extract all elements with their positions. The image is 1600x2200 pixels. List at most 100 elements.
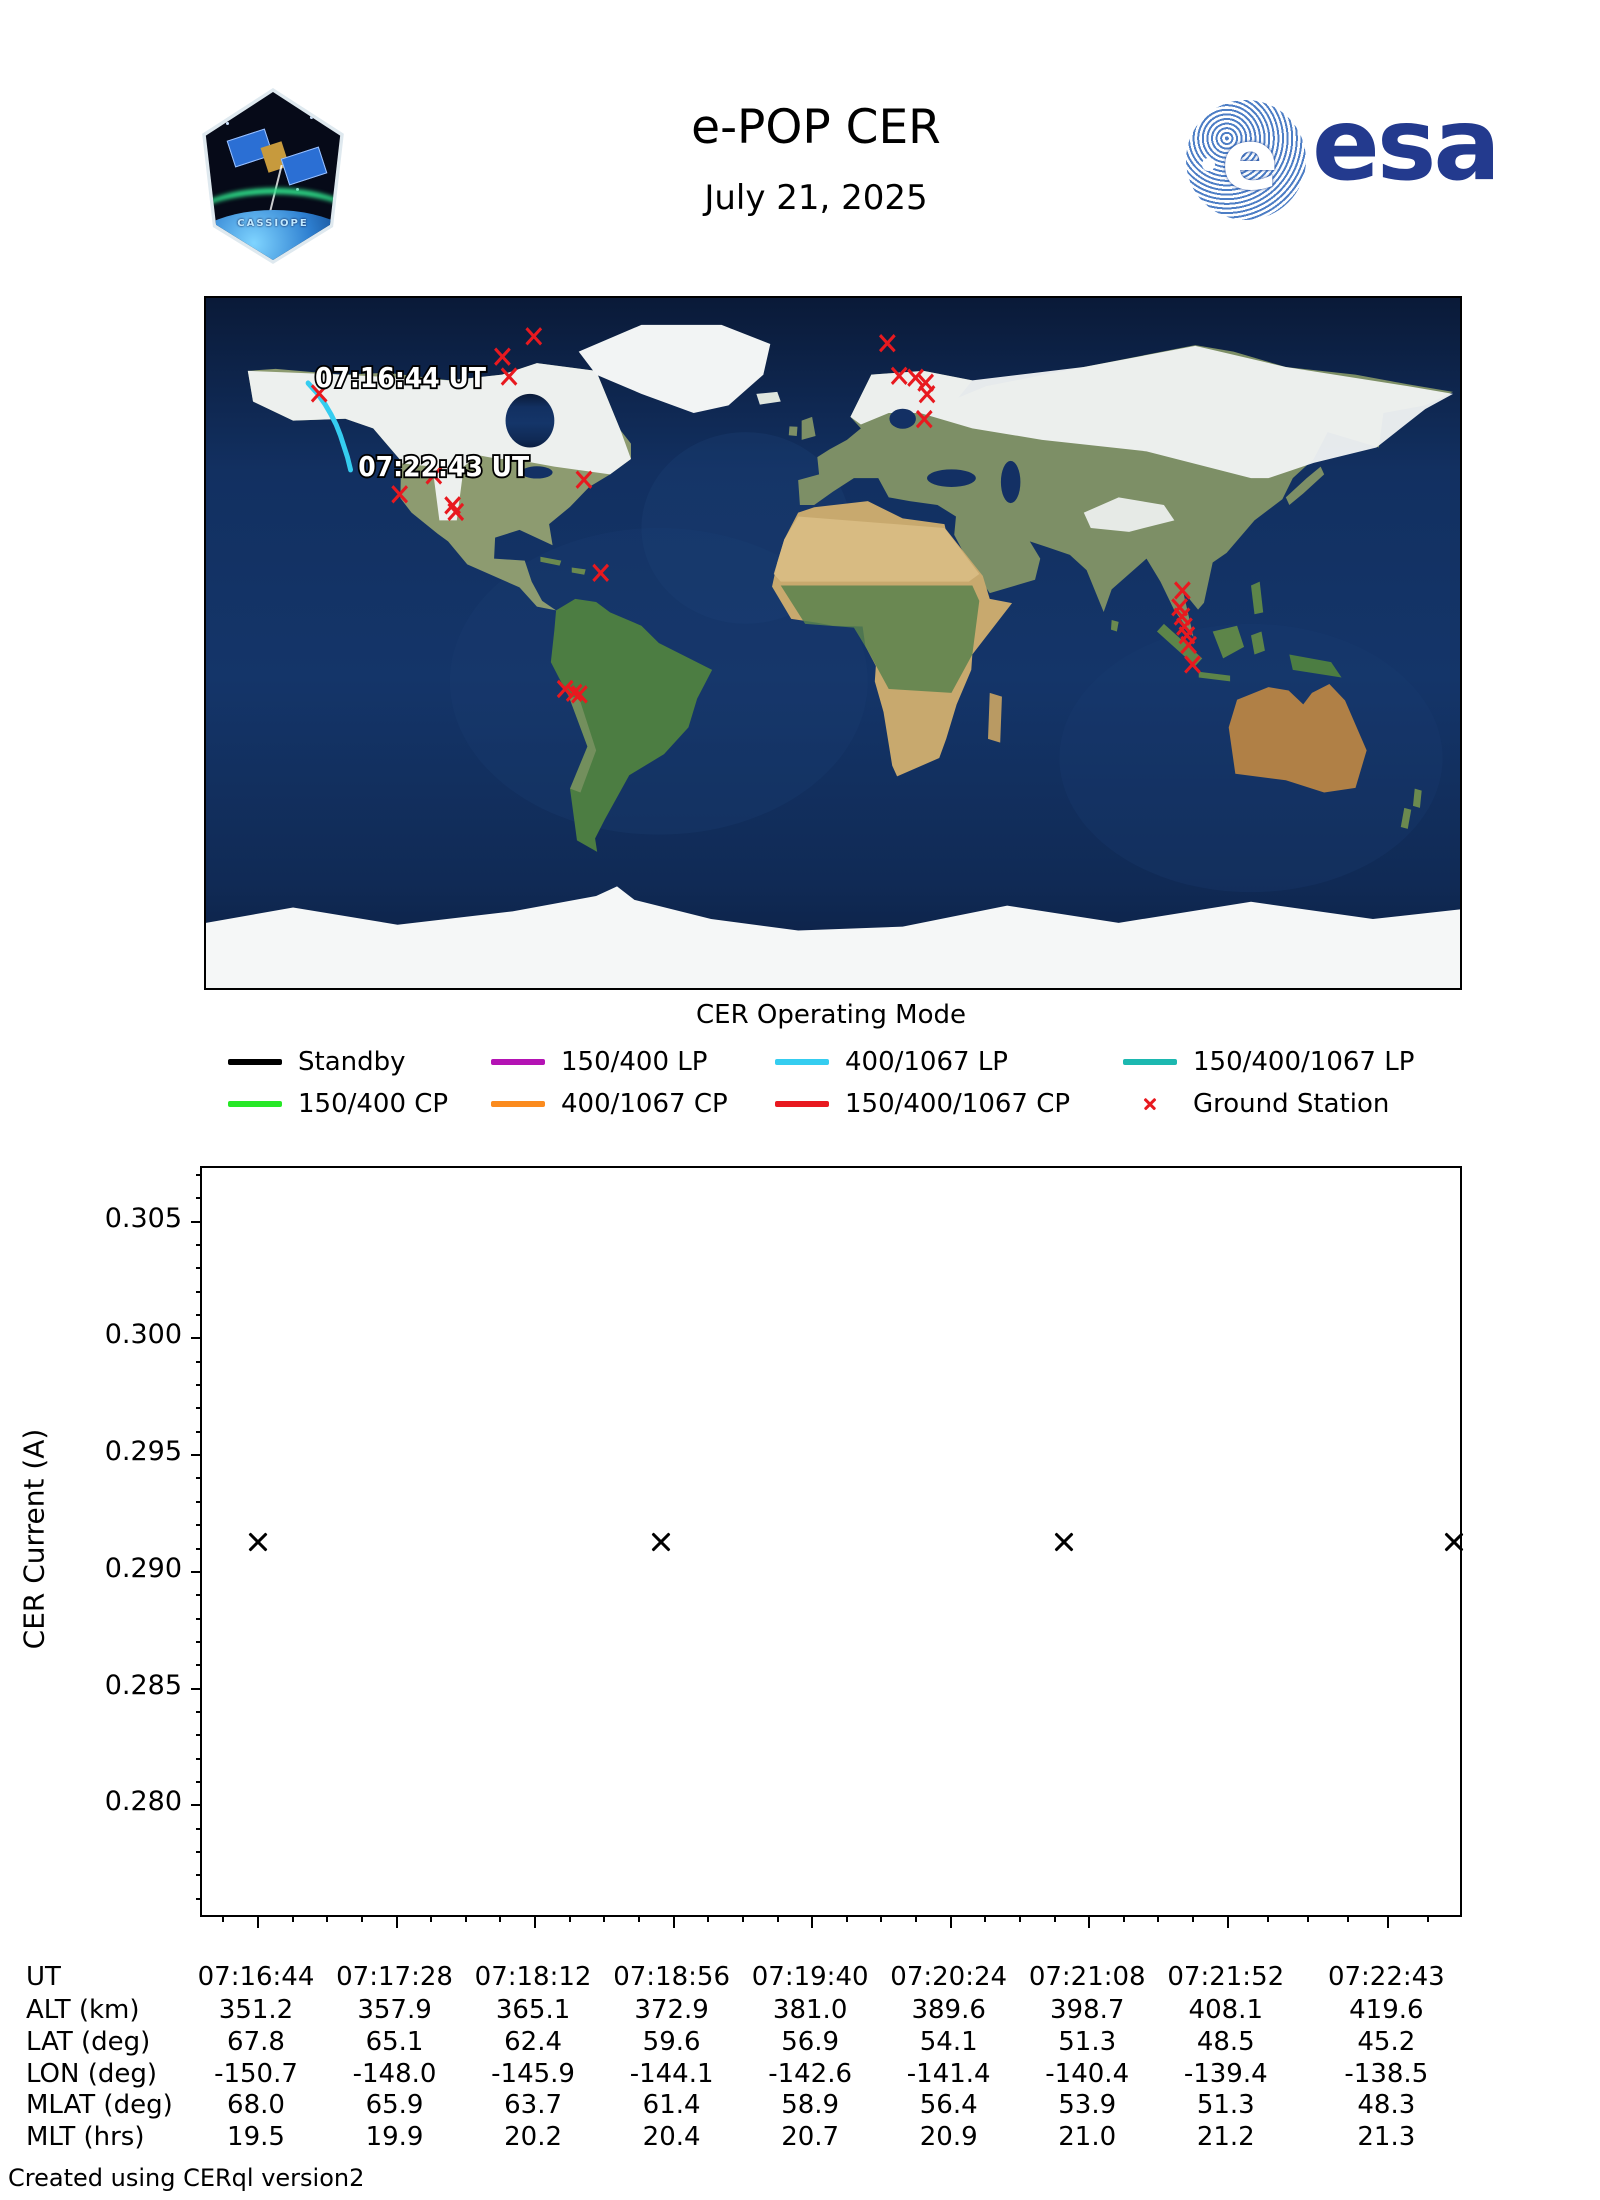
table-cell: -145.9	[491, 2059, 575, 2089]
legend-line-swatch	[491, 1059, 545, 1065]
ground-station-marker	[575, 470, 593, 489]
iceland	[756, 391, 781, 405]
sri-lanka	[1110, 620, 1119, 632]
ireland	[788, 426, 798, 436]
legend-entry: 150/400 CP	[228, 1089, 448, 1119]
legend-entry: 150/400 LP	[491, 1047, 707, 1077]
ground-station-marker	[907, 368, 924, 387]
ground-station-marker	[447, 502, 465, 522]
ground-station-marker	[500, 367, 518, 386]
y-minor-tick	[196, 1430, 202, 1433]
legend-line-swatch	[775, 1101, 829, 1107]
y-tick-label: 0.280	[104, 1786, 182, 1818]
ground-station-marker	[915, 409, 933, 429]
y-minor-tick	[196, 1524, 202, 1527]
africa-green	[780, 585, 980, 693]
x-major-tick	[395, 1915, 398, 1928]
table-cell: 20.2	[504, 2122, 562, 2152]
y-minor-tick	[196, 1640, 202, 1643]
ground-station-x-icon	[1143, 1097, 1158, 1112]
table-cell: 07:19:40	[751, 1962, 869, 1992]
legend-line-swatch	[228, 1101, 282, 1107]
legend-label: 400/1067 LP	[845, 1047, 1008, 1077]
ground-station-marker	[1174, 581, 1191, 600]
y-minor-tick	[196, 1267, 202, 1270]
table-cell: 65.1	[365, 2027, 424, 2057]
ground-station-marker	[592, 563, 610, 583]
hispaniola	[571, 567, 586, 575]
x-major-tick	[1226, 1915, 1229, 1928]
x-major-tick	[811, 1915, 814, 1928]
legend-line-swatch	[775, 1059, 829, 1065]
x-minor-tick	[360, 1915, 363, 1922]
legend-line-swatch	[491, 1101, 545, 1107]
table-row-label: MLT (hrs)	[26, 2122, 145, 2152]
table-cell: 07:18:56	[613, 1962, 730, 1992]
x-minor-tick	[1266, 1915, 1269, 1922]
data-point-marker	[1053, 1531, 1075, 1553]
legend-label: 400/1067 CP	[561, 1089, 728, 1119]
x-minor-tick	[1157, 1915, 1160, 1922]
continent-south-america	[550, 598, 713, 852]
table-cell: 07:21:08	[1028, 1962, 1146, 1992]
y-tick-label: 0.285	[104, 1669, 182, 1701]
table-row-label: UT	[26, 1962, 61, 1992]
ground-station-marker	[525, 327, 543, 346]
y-axis-label: CER Current (A)	[17, 1428, 51, 1650]
x-minor-tick	[741, 1915, 744, 1922]
x-major-tick	[672, 1915, 675, 1928]
track-start-time-label: 07:16:44 UT	[315, 363, 486, 394]
ground-station-marker	[425, 466, 443, 485]
y-minor-tick	[196, 1407, 202, 1410]
y-major-tick	[191, 1804, 202, 1807]
x-minor-tick	[568, 1915, 571, 1922]
y-tick-label: 0.295	[104, 1436, 182, 1468]
snow-tibet	[1083, 497, 1175, 532]
japan	[1285, 466, 1325, 505]
table-cell: 20.9	[919, 2122, 978, 2152]
legend-entry: Ground Station	[1123, 1089, 1389, 1119]
x-minor-tick	[1307, 1915, 1310, 1922]
legend-line-swatch	[1123, 1059, 1177, 1065]
table-cell: 63.7	[504, 2090, 562, 2120]
page-title: e-POP CER	[691, 100, 941, 155]
continent-antarctica	[206, 886, 1460, 988]
table-cell: 53.9	[1058, 2090, 1117, 2120]
baltic-sea	[889, 408, 916, 429]
new-zealand-north	[1412, 788, 1422, 808]
ground-station-marker	[890, 366, 908, 386]
cassiope-mission-patch: CASSIOPE	[202, 88, 344, 264]
snow-eurasia	[850, 345, 1454, 479]
legend-x-wrap	[1123, 1097, 1177, 1112]
table-cell: 21.0	[1058, 2122, 1117, 2152]
table-cell: 389.6	[911, 1995, 986, 2025]
table-row-label: MLAT (deg)	[26, 2090, 173, 2120]
y-minor-tick	[196, 1734, 202, 1737]
java	[1198, 671, 1231, 682]
table-cell: 20.7	[781, 2122, 840, 2152]
y-minor-tick	[196, 1710, 202, 1713]
table-cell: -142.6	[768, 2059, 853, 2089]
table-cell: 398.7	[1050, 1995, 1125, 2025]
x-major-tick	[1088, 1915, 1091, 1928]
esa-globe-e-icon: e	[1221, 111, 1279, 209]
y-minor-tick	[196, 1850, 202, 1853]
legend-entry: 400/1067 CP	[491, 1089, 728, 1119]
table-cell: 45.2	[1357, 2027, 1416, 2057]
aurora-icon	[205, 188, 341, 260]
table-cell: 07:16:44	[197, 1962, 315, 1992]
y-major-tick	[191, 1454, 202, 1457]
data-point-marker	[1443, 1531, 1465, 1553]
y-minor-tick	[196, 1360, 202, 1363]
x-major-tick	[257, 1915, 259, 1928]
legend-label: 150/400 LP	[561, 1047, 708, 1077]
x-major-tick	[949, 1915, 952, 1928]
x-minor-tick	[603, 1915, 606, 1922]
y-major-tick	[191, 1337, 202, 1340]
ground-station-marker	[571, 685, 588, 704]
sahara	[773, 516, 980, 582]
x-minor-tick	[1018, 1915, 1021, 1922]
esa-wordmark: esa	[1312, 86, 1501, 203]
x-major-tick	[534, 1915, 537, 1928]
x-minor-tick	[984, 1915, 987, 1922]
